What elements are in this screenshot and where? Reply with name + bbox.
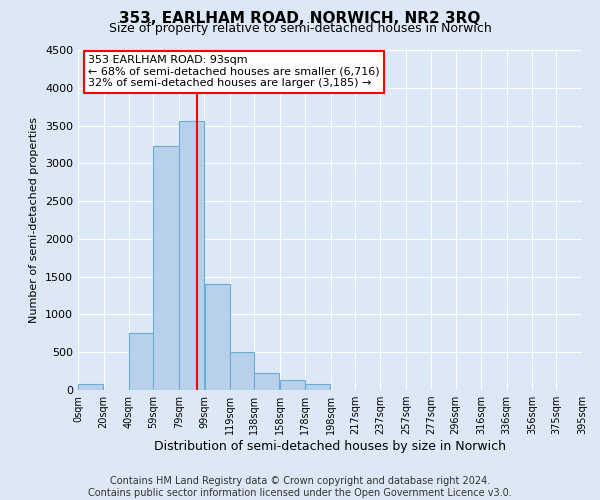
Bar xyxy=(305,384,331,390)
Y-axis label: Number of semi-detached properties: Number of semi-detached properties xyxy=(29,117,40,323)
Bar xyxy=(179,121,204,390)
Text: 353 EARLHAM ROAD: 93sqm
← 68% of semi-detached houses are smaller (6,716)
32% of: 353 EARLHAM ROAD: 93sqm ← 68% of semi-de… xyxy=(88,55,380,88)
Bar xyxy=(205,284,230,390)
Text: Size of property relative to semi-detached houses in Norwich: Size of property relative to semi-detach… xyxy=(109,22,491,35)
X-axis label: Distribution of semi-detached houses by size in Norwich: Distribution of semi-detached houses by … xyxy=(154,440,506,453)
Bar xyxy=(230,352,254,390)
Text: 353, EARLHAM ROAD, NORWICH, NR2 3RQ: 353, EARLHAM ROAD, NORWICH, NR2 3RQ xyxy=(119,11,481,26)
Bar xyxy=(129,332,153,390)
Bar xyxy=(280,380,305,390)
Text: Contains HM Land Registry data © Crown copyright and database right 2024.
Contai: Contains HM Land Registry data © Crown c… xyxy=(88,476,512,498)
Bar xyxy=(78,384,103,390)
Bar xyxy=(254,372,280,390)
Bar xyxy=(154,146,179,390)
